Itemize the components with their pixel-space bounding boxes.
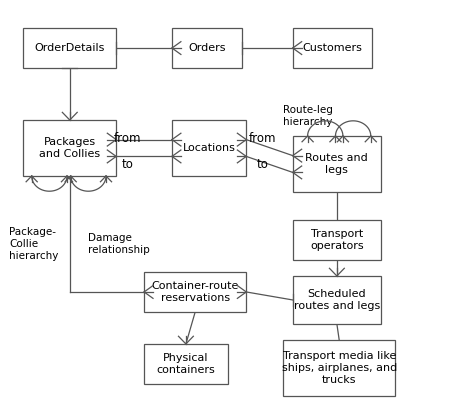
Text: Physical
containers: Physical containers (156, 353, 215, 375)
Text: OrderDetails: OrderDetails (35, 43, 105, 53)
Text: Packages
and Collies: Packages and Collies (39, 137, 100, 159)
Bar (293, 28, 372, 68)
Bar (144, 272, 246, 312)
Text: Transport media like
ships, airplanes, and
trucks: Transport media like ships, airplanes, a… (282, 351, 397, 384)
Bar (293, 136, 381, 192)
Bar (293, 276, 381, 324)
Text: Customers: Customers (302, 43, 362, 53)
Text: to: to (122, 157, 134, 171)
Text: from: from (114, 131, 142, 144)
Text: Routes and
legs: Routes and legs (306, 153, 368, 175)
Text: Orders: Orders (188, 43, 226, 53)
Text: Damage
relationship: Damage relationship (88, 233, 150, 255)
Text: Container-route
reservations: Container-route reservations (152, 281, 239, 303)
Text: to: to (256, 157, 268, 171)
Text: Transport
operators: Transport operators (310, 229, 364, 251)
Bar (172, 120, 246, 176)
Text: Scheduled
routes and legs: Scheduled routes and legs (294, 289, 380, 311)
Bar (23, 28, 116, 68)
Bar (293, 220, 381, 260)
Text: Locations: Locations (182, 143, 236, 153)
Bar (23, 120, 116, 176)
Bar (172, 28, 242, 68)
Text: Package-
Collie
hierarchy: Package- Collie hierarchy (9, 227, 59, 261)
Text: Route-leg
hierarchy: Route-leg hierarchy (283, 105, 333, 127)
Bar (144, 344, 228, 384)
Bar (283, 340, 395, 396)
Text: from: from (249, 131, 276, 144)
